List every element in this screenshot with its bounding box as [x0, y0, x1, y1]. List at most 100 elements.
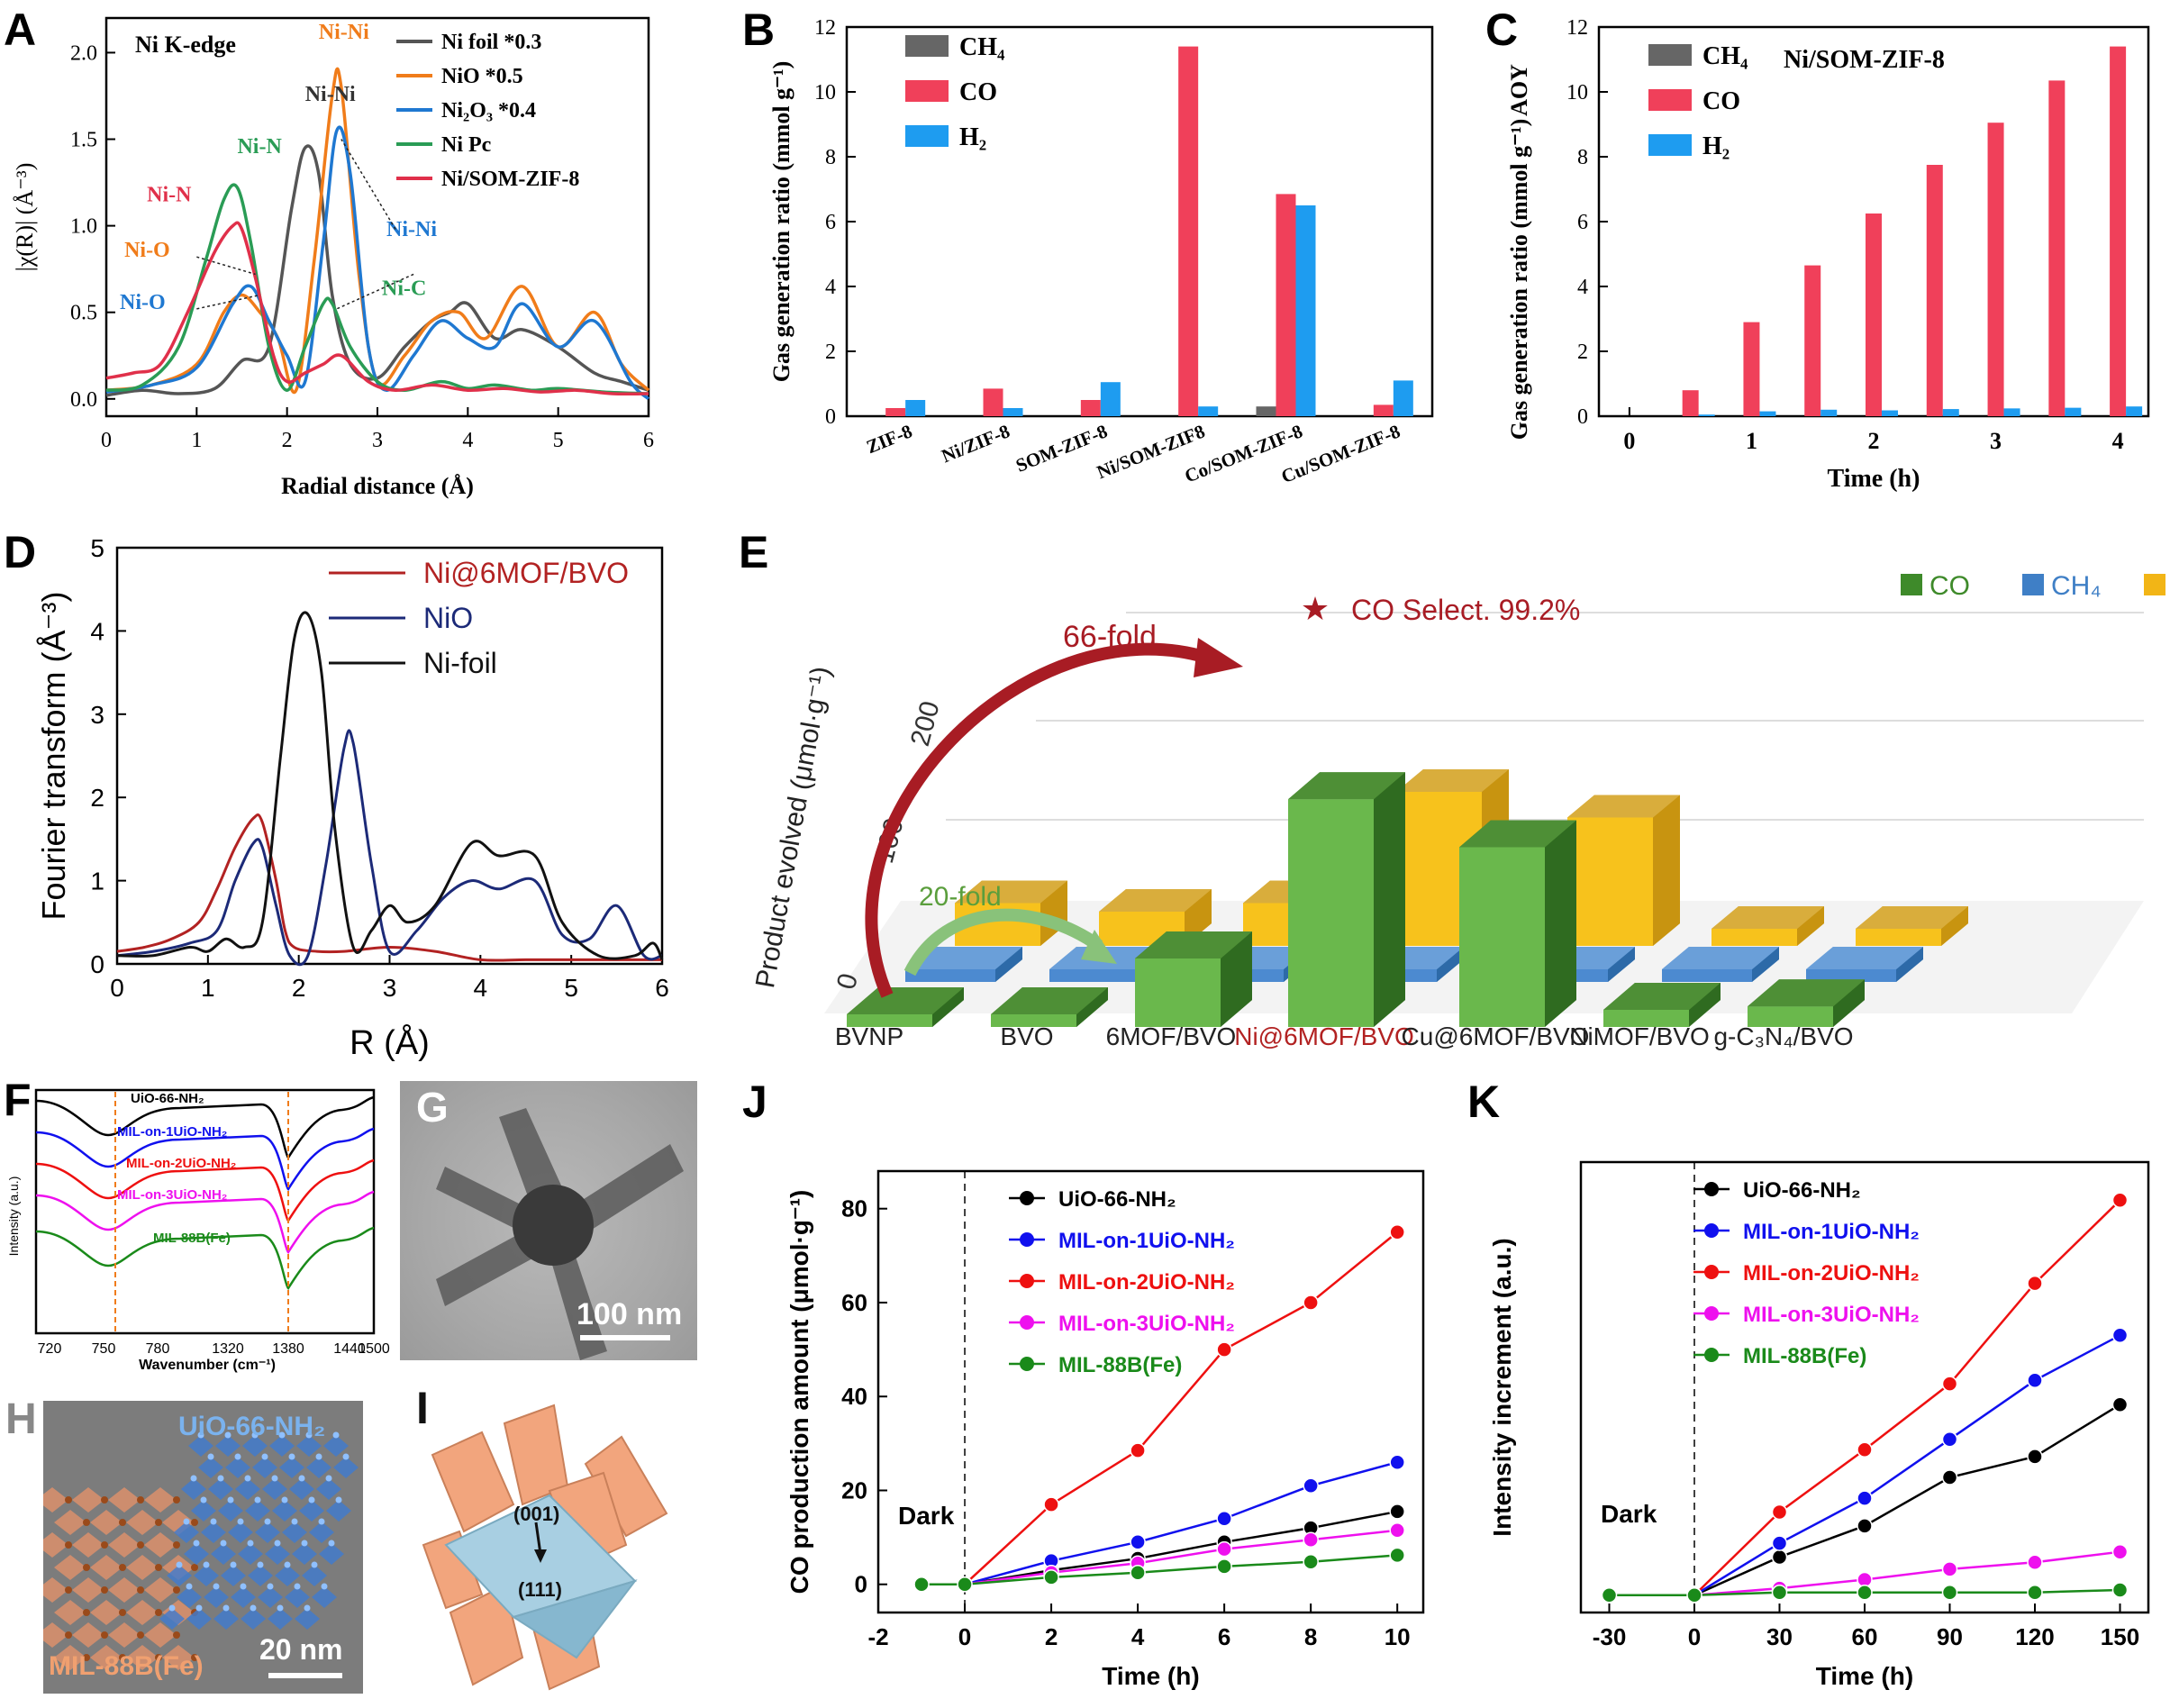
uio-lattice-node [308, 1496, 315, 1504]
bar-co [1178, 46, 1199, 416]
bar-co-front [1748, 1006, 1833, 1027]
data-point [1771, 1584, 1788, 1601]
uio-lattice-cell [231, 1586, 256, 1608]
panel-label: D [4, 527, 36, 577]
x-tick-label: 90 [1937, 1623, 1963, 1650]
uio-lattice-cell [235, 1478, 260, 1500]
panel-i-facet-111: (111) [518, 1578, 562, 1601]
legend-marker [1704, 1265, 1719, 1279]
x-axis-label: Wavenumber (cm⁻¹) [139, 1358, 276, 1373]
uio-lattice-node [291, 1518, 298, 1525]
legend-label: Ni foil *0.3 [441, 31, 541, 54]
series-label: MIL-88B(Fe) [153, 1231, 231, 1246]
mil-lattice-cell [54, 1645, 86, 1670]
data-point [1941, 1376, 1958, 1392]
inner-label: Ni K-edge [135, 32, 236, 58]
data-point [1601, 1587, 1618, 1604]
peak-annotation-0: Ni-Ni [319, 21, 369, 44]
bar-ch4 [1256, 406, 1276, 416]
panel-g-scale-bar [580, 1335, 670, 1340]
x-tick-label: Cu@6MOF/BVO [1402, 1022, 1590, 1050]
bar-o2-side [1653, 795, 1680, 946]
mil-lattice-cell [108, 1487, 141, 1513]
y-tick-label: 200 [905, 698, 946, 750]
uio-lattice-cell [194, 1565, 219, 1586]
bar-o2-side [1040, 880, 1067, 946]
legend-label: Ni-foil [423, 647, 497, 679]
series-line-2 [1609, 1199, 2121, 1597]
panel-h-mil-label: MIL-88B(Fe) [49, 1651, 204, 1681]
bar-h2 [1698, 414, 1715, 416]
legend-marker [1704, 1223, 1719, 1238]
x-tick-label: 2 [292, 974, 306, 1002]
bar-co-front [991, 1014, 1076, 1027]
bar-h2 [1198, 406, 1219, 416]
data-point [1941, 1431, 1958, 1448]
uio-lattice-cell [248, 1565, 273, 1586]
data-point [913, 1576, 930, 1593]
legend-swatch [1648, 89, 1692, 111]
uio-lattice-cell [221, 1565, 246, 1586]
data-point [1043, 1569, 1059, 1585]
bar-co [1080, 400, 1101, 416]
uio-lattice-node [186, 1583, 193, 1590]
uio-lattice-node [168, 1604, 176, 1612]
arrow-66-head [1194, 638, 1243, 677]
bar-ch4-side [1437, 947, 1464, 982]
uio-lattice-cell [198, 1457, 223, 1478]
legend-label: Ni Pc [441, 133, 492, 157]
bar-co [1866, 214, 1882, 416]
mil-lattice-node [191, 1519, 198, 1526]
uio-lattice-node [321, 1583, 328, 1590]
uio-lattice-cell [241, 1608, 266, 1630]
bar-o2-side [1797, 906, 1824, 946]
panel-g-scale-label: 100 nm [577, 1297, 683, 1331]
bar-co-side [1374, 772, 1405, 1027]
uio-lattice-cell [245, 1500, 270, 1522]
mil-lattice-node [119, 1564, 126, 1571]
mil-lattice-node [119, 1519, 126, 1526]
data-point [1303, 1295, 1319, 1311]
mil-lattice-cell [144, 1532, 177, 1558]
mil-lattice-cell [108, 1577, 141, 1603]
uio-lattice-cell [262, 1478, 287, 1500]
y-tick-label: 0 [825, 405, 836, 429]
mil-lattice-cell [54, 1600, 86, 1625]
mil-lattice-node [191, 1654, 198, 1661]
uio-lattice-cell [268, 1608, 293, 1630]
bar-o2-front [1711, 929, 1797, 946]
bar-co-side [1545, 820, 1576, 1027]
series-line-1 [35, 1127, 375, 1191]
mil-lattice-cell [90, 1510, 123, 1535]
uio-lattice-cell [215, 1435, 241, 1457]
y-tick-label: 5 [90, 534, 104, 562]
legend-label: MIL-on-2UiO-NH₂ [1743, 1261, 1920, 1286]
x-axis-label: Time (h) [1102, 1662, 1199, 1690]
mil-lattice-node [137, 1631, 144, 1639]
y-tick-label: 4 [90, 617, 104, 645]
uio-lattice-cell [309, 1522, 334, 1543]
mil-lattice-cell [72, 1577, 104, 1603]
uio-lattice-node [234, 1453, 241, 1460]
series-line-1 [116, 729, 663, 967]
peak-annotation-1: Ni-Ni [305, 83, 356, 106]
uio-lattice-node [311, 1561, 318, 1568]
arrow-20-head [1081, 930, 1117, 964]
series-line-2 [35, 1158, 375, 1222]
panel-b-chart: 0 2 4 6 8 10 12 Gas generation ratio (mmol g⁻¹)… [742, 5, 1434, 487]
mil-lattice-node [119, 1609, 126, 1616]
uio-lattice-cell [326, 1500, 351, 1522]
data-point [1857, 1441, 1873, 1458]
peak-annotation-2: Ni-Ni [386, 218, 437, 241]
mil-lattice-node [173, 1631, 180, 1639]
uio-lattice-cell [213, 1608, 239, 1630]
legend-label: MIL-on-3UiO-NH₂ [1058, 1312, 1235, 1336]
legend-label: MIL-on-2UiO-NH₂ [1058, 1270, 1235, 1295]
uio-lattice-cell [312, 1586, 337, 1608]
x-tick-label: 1440 [333, 1341, 366, 1357]
bar-h2 [1295, 205, 1316, 416]
annotation-co-select: CO Select. 99.2% [1351, 594, 1580, 626]
uio-lattice-node [325, 1475, 332, 1482]
series-line-3 [35, 1190, 375, 1254]
